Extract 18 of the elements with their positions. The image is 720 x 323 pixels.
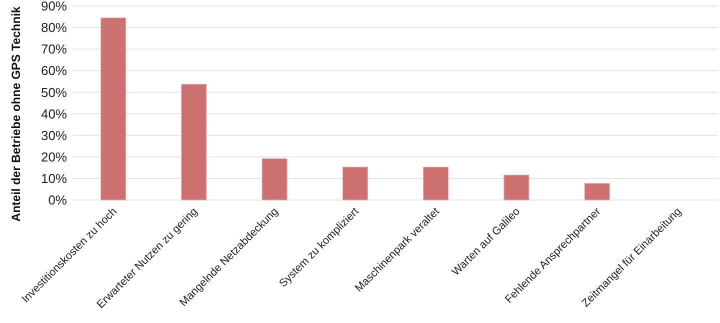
bar <box>262 158 288 200</box>
y-tick-label: 40% <box>40 106 68 122</box>
bar <box>342 166 368 200</box>
y-tick-label: 70% <box>40 42 68 57</box>
bar <box>181 84 207 200</box>
y-tick-label: 30% <box>40 128 68 143</box>
y-tick-label: 10% <box>40 170 68 186</box>
y-tick-label: 50% <box>40 84 68 100</box>
y-tick-label: 60% <box>40 63 68 78</box>
y-tick-label: 20% <box>40 149 68 164</box>
y-tick-label: 0% <box>48 192 68 208</box>
bar <box>584 183 610 200</box>
bar <box>423 166 449 200</box>
y-tick-label: 80% <box>40 20 68 36</box>
y-axis-title: Anteil der Betriebe ohne GPS Technik <box>9 6 23 222</box>
bar <box>504 174 530 200</box>
y-tick-label: 90% <box>40 0 68 14</box>
bar <box>100 18 126 200</box>
